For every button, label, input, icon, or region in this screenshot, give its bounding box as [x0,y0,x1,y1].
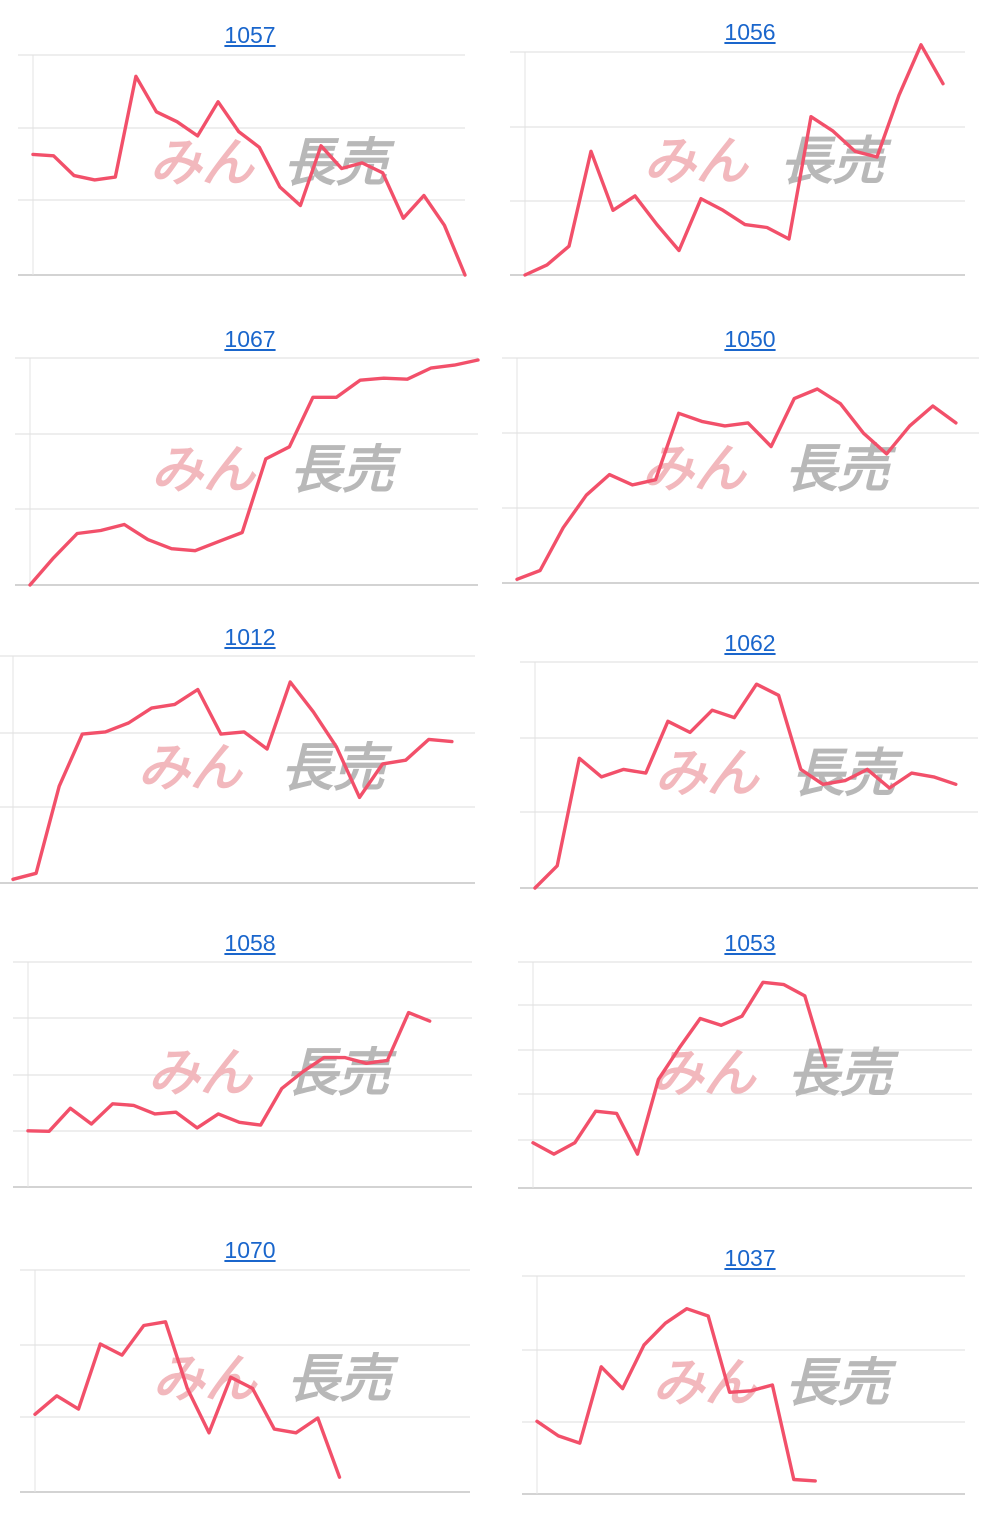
watermark-text: 長売 [286,1043,398,1103]
line-chart: みん 長売 [510,43,965,277]
chart-title-link[interactable]: 1057 [224,22,276,48]
series-line [26,1010,432,1134]
chart-title-link[interactable]: 1050 [724,326,776,352]
watermark-text: みん [150,133,256,193]
chart-title-link[interactable]: 1056 [724,19,776,45]
chart-panel-1056: 1056 みん 長売 [500,0,1000,303]
series-line [515,387,958,581]
line-chart: みん 長売 [522,1275,965,1495]
chart-title-link[interactable]: 1058 [224,930,276,956]
watermark-text: みん [151,440,257,500]
line-chart: みん 長売 [13,961,472,1188]
series-line [11,680,454,881]
line-chart: みん 長売 [15,357,480,587]
line-chart: みん 長売 [520,661,978,890]
chart-title-link[interactable]: 1037 [724,1245,776,1271]
watermark-text: みん [644,132,750,192]
chart-panel-1057: 1057 みん 長売 [0,0,500,303]
watermark-text: 長売 [780,132,892,192]
series-line [31,74,467,277]
watermark-text: 長売 [792,744,904,804]
chart-title-link[interactable]: 1067 [224,326,276,352]
chart-title-link[interactable]: 1070 [224,1237,276,1263]
chart-panel-1050: 1050 みん 長売 [500,306,1000,609]
watermark-text: 長売 [788,1044,900,1104]
watermark-text: 長売 [284,133,396,193]
watermark-text: 長売 [287,1350,399,1410]
watermark-text: みん [138,738,244,798]
chart-panel-1067: 1067 みん 長売 [0,306,500,609]
series-line [28,358,480,587]
chart-title-link[interactable]: 1012 [224,624,276,650]
chart-panel-1012: 1012 みん 長売 [0,606,500,909]
chart-panel-1037: 1037 みん 長売 [500,1218,1000,1521]
series-line [531,980,828,1156]
series-line [33,1320,342,1479]
chart-panel-1062: 1062 みん 長売 [500,606,1000,909]
watermark-text: 長売 [785,1353,897,1413]
chart-title-link[interactable]: 1053 [724,930,776,956]
chart-title-link[interactable]: 1062 [724,630,776,656]
series-line [523,43,945,277]
series-line [533,682,958,890]
chart-panel-1070: 1070 みん 長売 [0,1218,500,1521]
watermark-text: みん [653,1353,759,1413]
line-chart: みん 長売 [518,961,972,1189]
line-chart: みん 長売 [20,1269,470,1493]
chart-panel-1058: 1058 みん 長売 [0,912,500,1215]
line-chart: みん 長売 [18,54,467,277]
chart-panel-1053: 1053 みん 長売 [500,912,1000,1215]
series-line [535,1306,817,1483]
line-chart: みん 長売 [502,357,979,584]
watermark-text: みん [152,1350,258,1410]
watermark-text: みん [655,744,761,804]
line-chart: みん 長売 [0,655,475,884]
watermark-text: みん [148,1043,254,1103]
watermark-text: みん [652,1044,758,1104]
watermark-text: 長売 [785,439,897,499]
watermark-text: 長売 [290,440,402,500]
